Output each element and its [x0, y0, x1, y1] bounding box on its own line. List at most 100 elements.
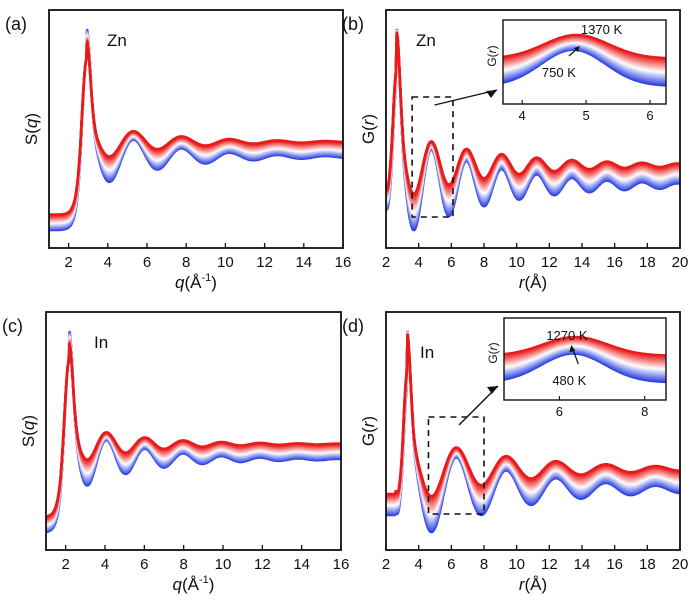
series-curve-4 — [48, 30, 344, 230]
x-tick-label: 8 — [179, 556, 187, 573]
y-axis-label: G(r) — [359, 416, 378, 446]
temperature-arrow-head — [569, 345, 576, 352]
y-axis-label: G(r) — [359, 114, 378, 144]
inset-x-tick-label: 5 — [582, 108, 589, 123]
temperature-arrow-head — [573, 46, 580, 52]
series-curve-14 — [45, 338, 342, 524]
series-curve-8 — [45, 334, 342, 529]
x-tick-label: 4 — [414, 556, 422, 573]
x-tick-label: 14 — [293, 556, 310, 573]
zoom-region-box — [411, 96, 454, 218]
panel-a: 2 4 6 8 10 12 14 16 q(Å-1) S(q) (a) Zn — [5, 9, 352, 292]
x-tick-label: 6 — [447, 556, 455, 573]
inset: 4 5 6 G(r) 1370 K 750 K — [485, 19, 667, 123]
zoom-region-box — [427, 416, 485, 515]
element-label: In — [420, 343, 434, 362]
x-tick-label: 16 — [606, 254, 623, 271]
panel-c: 2 4 6 8 10 12 14 16 q(Å-1) S(q) (c) In — [2, 311, 350, 594]
element-label: Zn — [107, 31, 127, 50]
x-tick-label: 4 — [104, 254, 112, 271]
plot-frame — [48, 9, 344, 249]
inset-y-axis-label: G(r) — [485, 45, 499, 66]
panel-d: 2 4 6 8 10 12 14 16 18 20 r(Å) G(r) (d) In 6 8 G(r) 1270 … — [342, 311, 689, 594]
series-curve-15 — [45, 338, 342, 523]
inset-curve-family — [503, 335, 667, 384]
temperature-low-label: 480 K — [552, 373, 586, 388]
x-tick-label: 14 — [574, 556, 591, 573]
inset-frame — [502, 19, 667, 105]
inset: 6 8 G(r) 1270 K 480 K — [486, 317, 667, 419]
x-tick-label: 18 — [639, 254, 656, 271]
inset-curve-family — [502, 33, 667, 87]
inset-series-curve-22 — [502, 33, 667, 59]
x-axis-label: r(Å) — [519, 273, 547, 292]
x-tick-label: 12 — [541, 556, 558, 573]
series-curve-22 — [385, 333, 681, 498]
x-tick-label: 10 — [217, 254, 234, 271]
inset-series-curve-22 — [503, 335, 667, 357]
series-curve-13 — [45, 337, 342, 525]
series-curve-3 — [45, 331, 342, 532]
series-curve-2 — [45, 331, 342, 533]
curve-family — [45, 330, 342, 534]
x-tick-label: 8 — [182, 254, 190, 271]
x-tick-label: 18 — [639, 556, 656, 573]
inset-x-tick-label: 6 — [556, 404, 563, 419]
x-tick-label: 20 — [672, 556, 689, 573]
panel-label: (a) — [5, 14, 27, 34]
x-tick-label: 16 — [333, 556, 350, 573]
series-curve-4 — [45, 332, 342, 532]
zoom-arrow-head — [487, 386, 498, 394]
x-tick-label: 10 — [508, 556, 525, 573]
temperature-low-label: 750 K — [542, 65, 576, 80]
inset-x-tick-label: 4 — [519, 108, 526, 123]
panel-label: (d) — [342, 316, 364, 336]
panel-b: 2 4 6 8 10 12 14 16 18 20 r(Å) G(r) (b) Zn 4 5 6 G(r) 1370… — [342, 9, 689, 292]
series-curve-22 — [48, 41, 344, 216]
x-tick-label: 6 — [140, 556, 148, 573]
plot-frame — [385, 9, 681, 249]
x-tick-label: 8 — [480, 556, 488, 573]
panel-label: (b) — [342, 14, 364, 34]
x-tick-label: 6 — [447, 254, 455, 271]
x-tick-label: 16 — [606, 556, 623, 573]
plot-frame — [385, 311, 681, 551]
x-tick-label: 10 — [508, 254, 525, 271]
series-curve-7 — [45, 334, 342, 529]
x-tick-label: 20 — [672, 254, 689, 271]
inset-frame — [503, 317, 667, 401]
element-label: Zn — [416, 31, 436, 50]
series-curve-12 — [45, 337, 342, 526]
series-curve-9 — [45, 335, 342, 528]
x-tick-label: 12 — [541, 254, 558, 271]
temperature-high-label: 1270 K — [546, 328, 588, 343]
curve-family — [385, 28, 681, 232]
x-tick-label: 2 — [61, 556, 69, 573]
x-tick-label: 2 — [64, 254, 72, 271]
x-tick-label: 12 — [256, 254, 273, 271]
x-tick-label: 2 — [382, 556, 390, 573]
series-curve-19 — [45, 341, 342, 521]
zoom-arrow-line — [434, 89, 498, 106]
x-axis-label: q(Å-1) — [175, 272, 217, 292]
series-curve-10 — [45, 336, 342, 527]
inset-x-tick-label: 6 — [646, 108, 653, 123]
x-tick-label: 6 — [143, 254, 151, 271]
series-curve-5 — [45, 333, 342, 531]
inset-y-axis-label: G(r) — [486, 342, 500, 363]
series-curve-17 — [45, 340, 342, 522]
y-axis-label: S(q) — [22, 113, 41, 145]
x-tick-label: 4 — [414, 254, 422, 271]
series-curve-11 — [45, 336, 342, 526]
temperature-high-label: 1370 K — [581, 22, 623, 37]
x-axis-label: r(Å) — [519, 575, 547, 594]
curve-family — [385, 330, 681, 534]
zoom-arrow-head — [486, 90, 497, 98]
x-tick-label: 10 — [215, 556, 232, 573]
series-curve-21 — [45, 342, 342, 519]
plot-frame — [45, 311, 342, 551]
y-axis-label: S(q) — [19, 415, 38, 447]
x-tick-label: 2 — [382, 254, 390, 271]
x-tick-label: 16 — [335, 254, 352, 271]
x-tick-label: 14 — [574, 254, 591, 271]
